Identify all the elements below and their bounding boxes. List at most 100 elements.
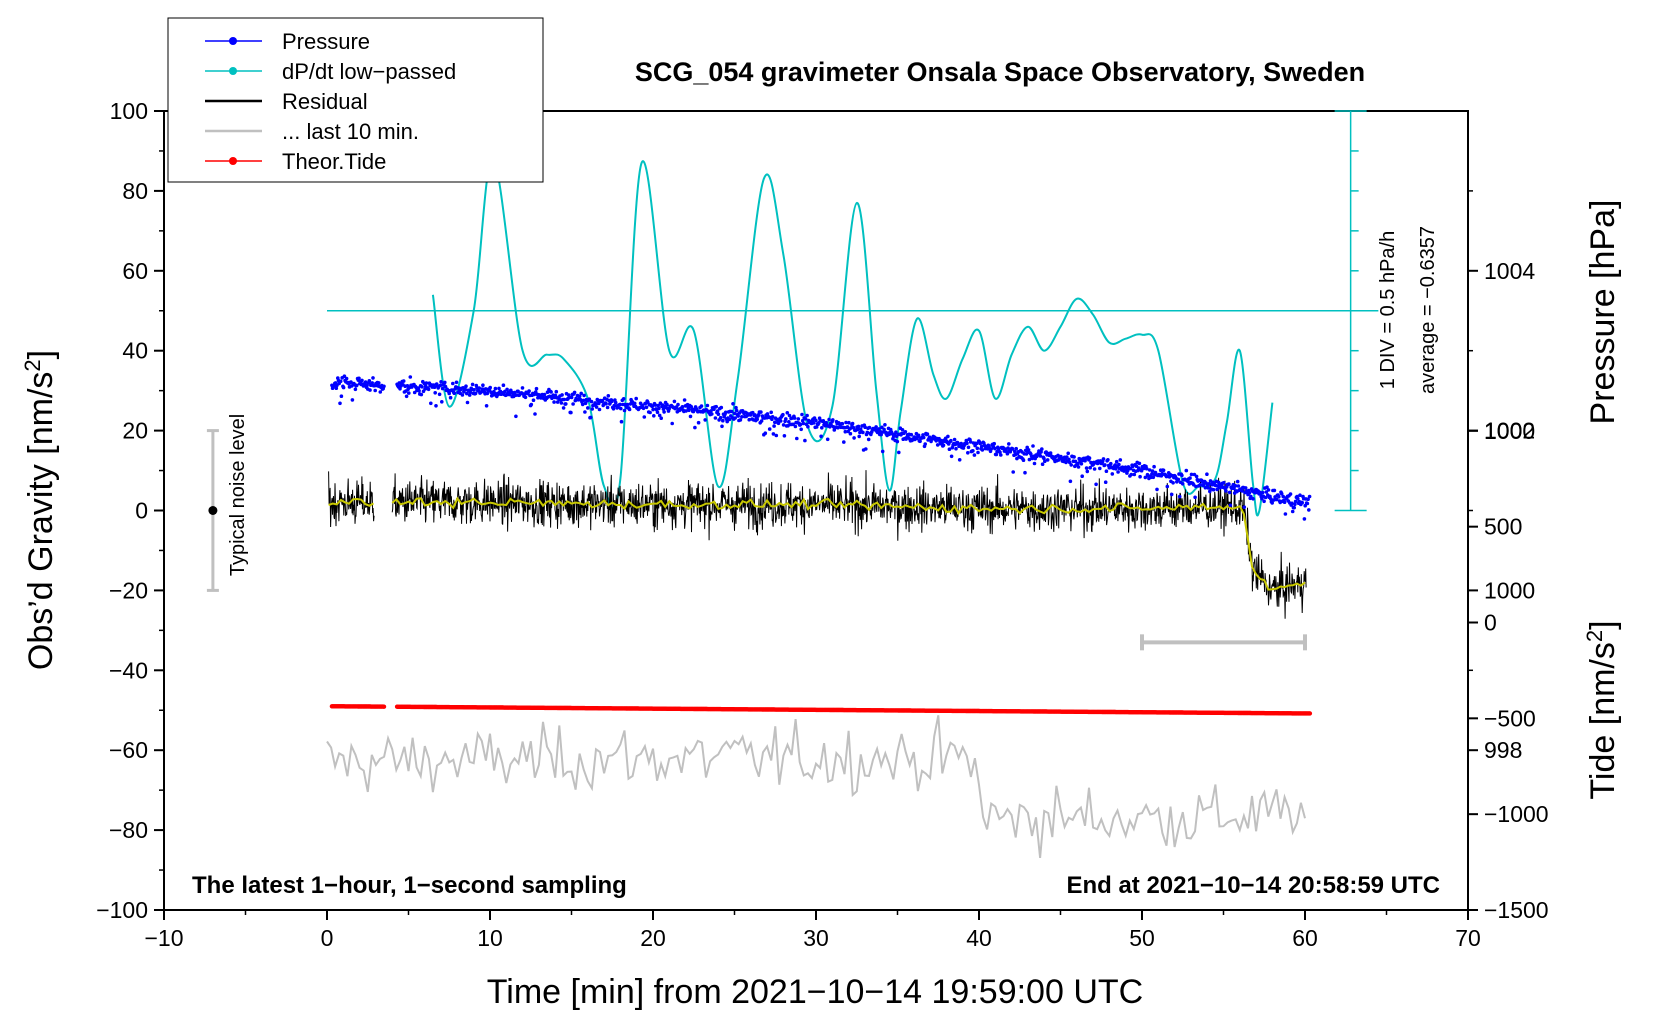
tide-series-group <box>329 704 1313 716</box>
pressure-point <box>481 383 485 388</box>
pressure-point <box>464 384 468 389</box>
pressure-point <box>434 404 438 408</box>
pressure-point <box>864 447 868 451</box>
pressure-point <box>1242 505 1247 510</box>
pressure-point <box>1233 484 1238 488</box>
pressure-point <box>604 402 608 406</box>
pressure-point <box>497 386 501 391</box>
pressure-point <box>903 430 908 434</box>
pressure-point <box>439 380 443 384</box>
pressure-point <box>401 379 406 383</box>
pressure-point <box>1103 480 1108 485</box>
legend: Pressure dP/dt low−passed Residual ... last… <box>167 17 544 183</box>
pressure-point <box>1232 486 1236 491</box>
pressure-point <box>703 418 707 422</box>
pressure-point <box>621 397 626 401</box>
pressure-point <box>772 424 776 428</box>
pressure-point <box>687 408 691 413</box>
pressure-point <box>440 386 445 391</box>
pressure-point <box>605 405 610 410</box>
pressure-point <box>1228 503 1233 508</box>
pressure-point <box>350 398 355 402</box>
pressure-point <box>785 411 790 415</box>
pressure-point <box>1293 499 1298 504</box>
pressure-point <box>657 406 661 411</box>
pressure-point <box>1042 456 1046 461</box>
pressure-point <box>1039 450 1043 454</box>
pressure-point <box>792 416 797 420</box>
y-tick-label: −60 <box>109 737 148 763</box>
pressure-point <box>699 404 704 408</box>
pressure-point <box>921 435 926 440</box>
pressure-point <box>863 425 867 430</box>
pressure-point <box>814 425 819 429</box>
pressure-point <box>1118 458 1123 462</box>
pressure-point <box>416 386 421 390</box>
pressure-point <box>1306 497 1310 502</box>
pressure-point <box>542 392 547 397</box>
pressure-point <box>731 402 735 406</box>
pressure-point <box>851 425 856 430</box>
pressure-point <box>559 401 564 405</box>
pressure-point <box>1268 497 1273 501</box>
pressure-point <box>1137 461 1142 466</box>
pressure-point <box>1283 512 1288 516</box>
pressure-point <box>852 436 856 440</box>
pressure-point <box>432 385 437 390</box>
pressure-point <box>465 391 469 396</box>
pressure-point <box>729 409 734 414</box>
pressure-point <box>341 385 346 390</box>
pressure-point <box>407 391 411 395</box>
pressure-point <box>769 410 773 415</box>
pressure-point <box>959 441 963 446</box>
pressure-point <box>1103 463 1107 467</box>
dpdt-scale-label: 1 DIV = 0.5 hPa/h <box>1377 231 1399 389</box>
pressure-point <box>1056 453 1060 458</box>
y-tick-label: −20 <box>109 577 148 603</box>
pressure-point <box>1080 474 1084 479</box>
pressure-point <box>831 418 835 422</box>
pressure-point <box>999 453 1003 457</box>
pressure-point <box>980 448 985 452</box>
pressure-point <box>883 423 887 427</box>
residual-series-line <box>391 470 1307 619</box>
pressure-tick-label: 1004 <box>1484 258 1535 284</box>
pressure-point <box>847 420 851 425</box>
pressure-point <box>493 386 498 391</box>
pressure-point <box>1098 466 1102 471</box>
pressure-point <box>1072 455 1076 459</box>
residual-mean-line <box>328 497 375 507</box>
pressure-point <box>1171 481 1175 485</box>
pressure-point <box>1128 466 1133 471</box>
pressure-point <box>688 414 693 419</box>
pressure-point <box>1307 494 1312 499</box>
pressure-point <box>398 387 402 391</box>
pressure-point <box>554 389 559 394</box>
tide-tick-label: 0 <box>1484 610 1497 636</box>
pressure-point <box>1150 472 1154 476</box>
pressure-point <box>479 390 484 394</box>
tide-tick-label: 1000 <box>1484 418 1535 444</box>
pressure-point <box>468 390 473 395</box>
tide-tick-label: −1000 <box>1484 801 1549 827</box>
pressure-point <box>488 385 493 390</box>
pressure-point <box>1274 497 1279 502</box>
pressure-point <box>734 408 739 413</box>
pressure-point <box>801 421 806 426</box>
pressure-point <box>947 447 952 452</box>
pressure-point <box>586 406 590 410</box>
pressure-point <box>781 412 785 417</box>
pressure-point <box>590 407 594 411</box>
pressure-point <box>1180 482 1185 486</box>
pressure-point <box>799 427 803 432</box>
pressure-point <box>805 413 809 418</box>
pressure-point <box>993 446 997 451</box>
pressure-point <box>622 408 627 413</box>
pressure-point <box>925 432 930 436</box>
pressure-point <box>821 419 826 423</box>
pressure-point <box>1292 505 1296 510</box>
pressure-point <box>437 392 442 397</box>
pressure-point <box>874 425 878 429</box>
pressure-point <box>1114 459 1119 464</box>
pressure-point <box>569 410 573 415</box>
